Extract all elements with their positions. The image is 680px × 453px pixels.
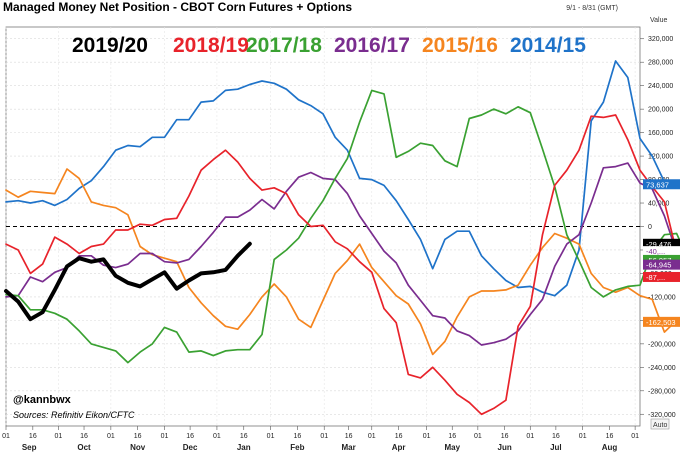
y-tick-label: -240,000 [648, 365, 676, 372]
x-axis: 01 16 01 16 01 16 01 16 01 16 01 16 01 16 01 16 01 16 01 16… [2, 426, 639, 452]
x-tick-label: 01 [213, 433, 221, 440]
y-tick-label: 0 [648, 224, 652, 231]
value-label-box [643, 179, 680, 190]
author-credit: @kannbwx [13, 394, 72, 406]
legend-entry: 2014/15 [510, 34, 586, 57]
y-tick-label: 320,000 [648, 36, 673, 43]
x-tick-label: 01 [320, 433, 328, 440]
value-axis-label: Value [650, 17, 667, 24]
value-label-box [643, 271, 680, 282]
x-tick-label: 01 [2, 433, 10, 440]
y-tick-label: -280,000 [648, 388, 676, 395]
x-tick-label: 01 [368, 433, 376, 440]
x-tick-label: 16 [501, 433, 509, 440]
x-tick-label: 01 [526, 433, 534, 440]
value-label: -64,945 [646, 261, 671, 270]
month-label: Jul [550, 443, 562, 452]
y-tick-label: 120,000 [648, 154, 673, 161]
x-tick-label: 01 [267, 433, 275, 440]
legend-entry: 2015/16 [422, 34, 498, 57]
value-label-box [643, 238, 680, 249]
x-tick-label: 01 [579, 433, 587, 440]
y-tick-label: 160,000 [648, 130, 673, 137]
x-tick-label: 01 [107, 433, 115, 440]
month-label: Dec [183, 443, 198, 452]
series-line [5, 168, 680, 356]
month-label: Jun [498, 443, 512, 452]
source-note: Sources: Refinitiv Eikon/CFTC [13, 410, 135, 420]
series-lines [4, 60, 680, 416]
series-line [4, 241, 252, 322]
x-tick-label: 16 [293, 433, 301, 440]
auto-button[interactable]: Auto [650, 418, 670, 430]
y-tick-label: 240,000 [648, 83, 673, 90]
legend-entry: 2016/17 [334, 34, 410, 57]
y-tick-label: -320,000 [648, 412, 676, 419]
month-label: Apr [392, 443, 406, 452]
x-tick-label: 16 [134, 433, 142, 440]
x-tick-label: 01 [474, 433, 482, 440]
series-line [5, 162, 680, 346]
value-label-box [643, 246, 680, 257]
month-label: Nov [130, 443, 146, 452]
x-tick-label: 16 [448, 433, 456, 440]
x-tick-label: 01 [631, 433, 639, 440]
x-tick-label: 01 [161, 433, 169, 440]
series-line [5, 60, 680, 297]
y-tick-label: -200,000 [648, 341, 676, 348]
value-label: -40,... [646, 247, 665, 256]
legend-entry: 2019/20 [72, 34, 148, 57]
x-tick-label: 01 [55, 433, 63, 440]
chart-title: Managed Money Net Position - CBOT Corn F… [3, 0, 352, 14]
x-tick-label: 16 [345, 433, 353, 440]
value-label: 73,637 [646, 180, 669, 189]
value-label: -162,503 [646, 318, 676, 327]
x-tick-label: 16 [29, 433, 37, 440]
x-tick-label: 16 [606, 433, 614, 440]
value-label-box [643, 316, 680, 327]
auto-label: Auto [653, 422, 668, 429]
x-tick-label: 16 [80, 433, 88, 440]
month-label: May [444, 443, 460, 452]
last-value-labels: 73,637-29,476-40,...-56,957-64,945-87,..… [643, 179, 680, 327]
month-label: Oct [77, 443, 91, 452]
legend-entry: 2017/18 [246, 34, 322, 57]
month-label: Mar [341, 443, 355, 452]
value-label: -87,... [646, 273, 665, 282]
y-tick-label: -120,000 [648, 294, 676, 301]
x-tick-label: 16 [240, 433, 248, 440]
value-label: -29,476 [646, 240, 671, 249]
series-line [5, 89, 680, 364]
x-tick-label: 01 [423, 433, 431, 440]
date-range: 9/1 - 8/31 (GMT) [566, 5, 618, 12]
series-line [5, 114, 680, 416]
legend-entry: 2018/19 [173, 34, 249, 57]
month-label: Jan [237, 443, 251, 452]
x-tick-label: 16 [552, 433, 560, 440]
x-tick-label: 16 [395, 433, 403, 440]
y-tick-label: 200,000 [648, 107, 673, 114]
month-label: Feb [290, 443, 304, 452]
value-label-box [643, 259, 680, 270]
y-tick-label: 280,000 [648, 60, 673, 67]
month-label: Aug [602, 443, 618, 452]
month-label: Sep [22, 443, 37, 452]
x-tick-label: 16 [186, 433, 194, 440]
